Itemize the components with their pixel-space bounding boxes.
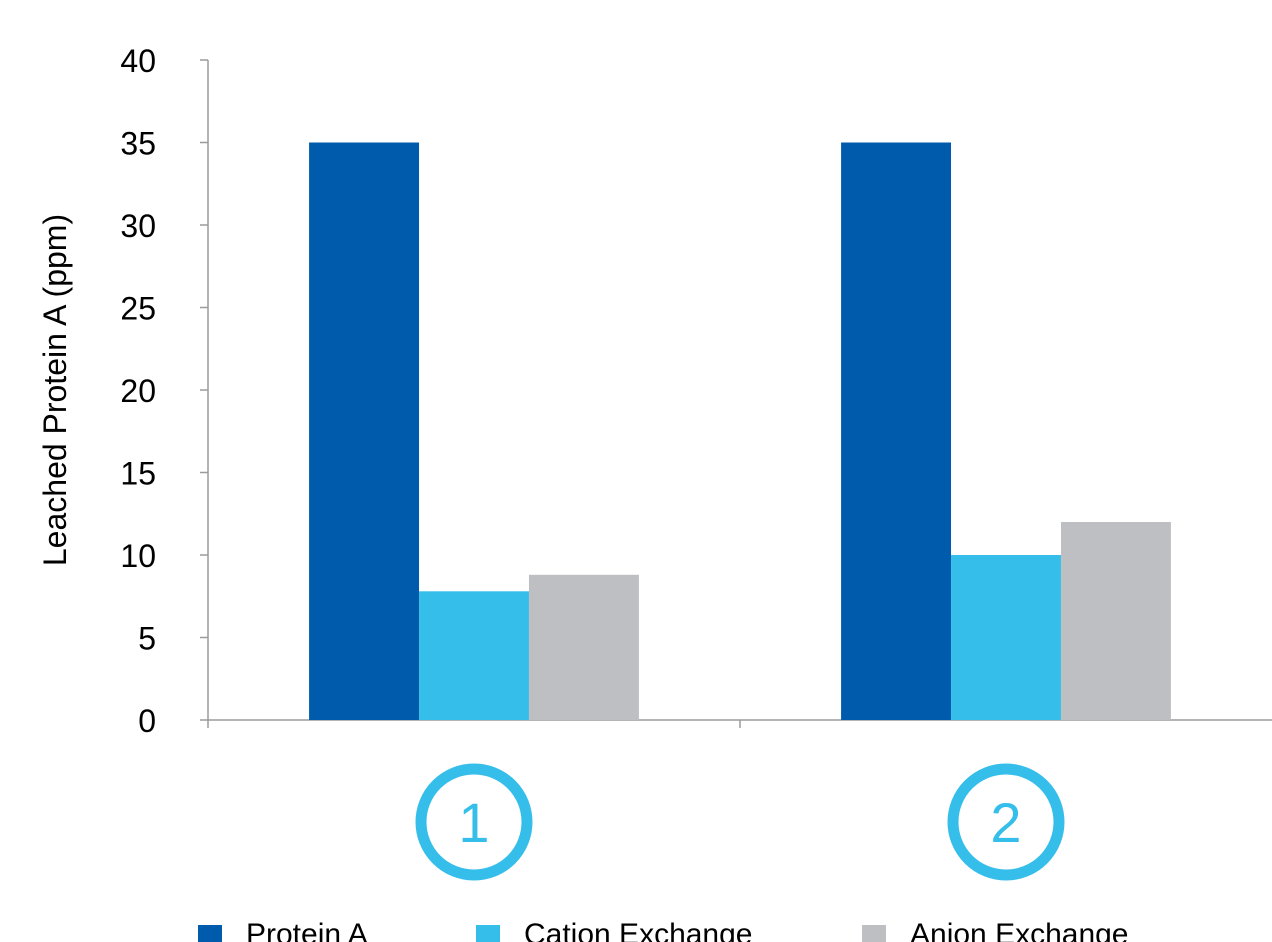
- y-tick-label: 25: [120, 291, 156, 327]
- y-tick-label: 30: [120, 208, 156, 244]
- bar: [528, 574, 639, 720]
- legend-swatch: [862, 925, 886, 942]
- y-tick-label: 20: [120, 373, 156, 409]
- x-axis: [207, 719, 1272, 728]
- bar-series-group: [309, 142, 1171, 720]
- bar: [419, 591, 529, 720]
- legend-swatch: [476, 925, 500, 942]
- legend-label: Cation Exchange: [524, 918, 753, 942]
- bar: [309, 142, 420, 720]
- y-tick-label: 0: [138, 703, 156, 739]
- y-tick-label: 40: [120, 43, 156, 79]
- category-circle-marker: [947, 763, 1065, 881]
- legend-swatch: [198, 925, 222, 942]
- y-tick-label: 5: [138, 621, 156, 657]
- legend-label: Protein A: [246, 918, 368, 942]
- legend: Protein A Cation Exchange Anion Exchange: [198, 918, 1129, 942]
- y-axis-label: Leached Protein A (ppm): [37, 214, 73, 566]
- bar: [841, 142, 952, 720]
- y-tick-label: 10: [120, 538, 156, 574]
- y-tick-label: 35: [120, 126, 156, 162]
- category-label: 2: [990, 791, 1021, 854]
- legend-label: Anion Exchange: [910, 918, 1129, 942]
- bar: [1060, 522, 1171, 720]
- category-circle-marker: [415, 763, 533, 881]
- y-axis: 0 5 10 15 20 25 30 35 40: [120, 43, 209, 739]
- bar: [951, 555, 1061, 720]
- y-tick-label: 15: [120, 456, 156, 492]
- category-label: 1: [458, 791, 489, 854]
